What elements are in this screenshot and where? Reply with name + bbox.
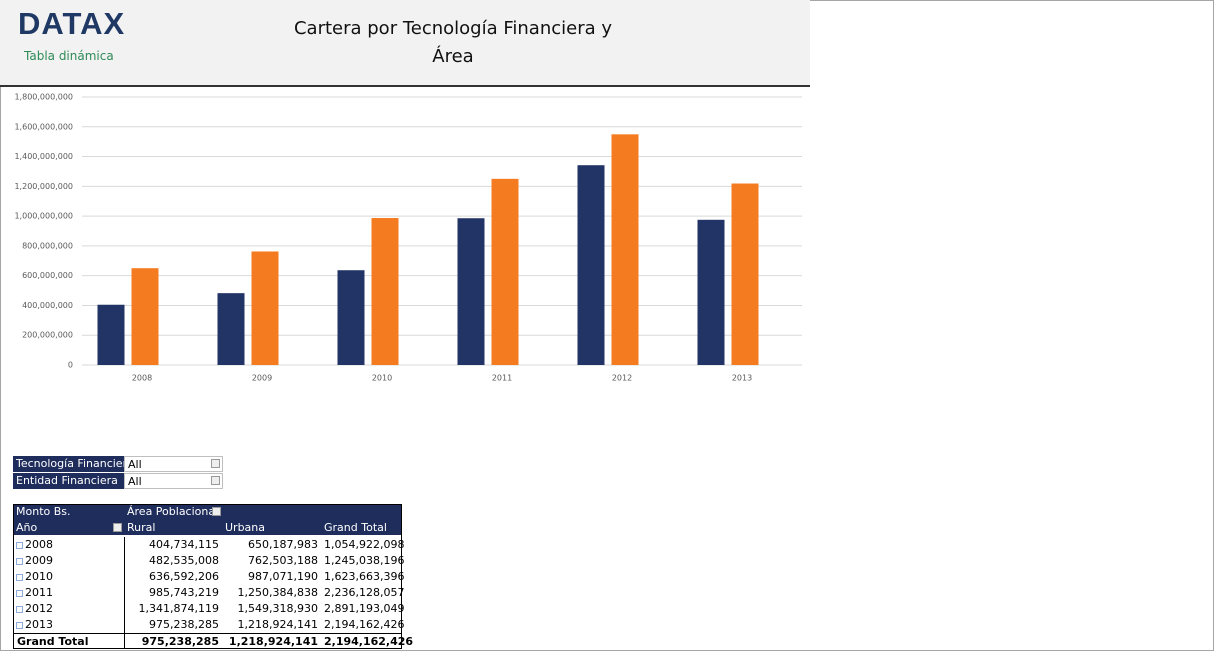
pivot-value: 975,238,285 bbox=[149, 618, 219, 631]
pivot-value: 987,071,190 bbox=[248, 570, 318, 583]
pivot-value: 762,503,188 bbox=[248, 554, 318, 567]
pivot-row-label: 2011 bbox=[13, 585, 124, 601]
pivot-value: 2,236,128,057 bbox=[324, 586, 405, 599]
pivot-total: 975,238,285 bbox=[124, 633, 222, 649]
table-border bbox=[124, 537, 125, 649]
bar bbox=[611, 134, 639, 365]
bar bbox=[697, 219, 725, 365]
pivot-row-label: 2010 bbox=[13, 569, 124, 585]
pivot-column-header: Rural bbox=[124, 520, 222, 536]
bar bbox=[731, 183, 759, 365]
y-tick-label: 400,000,000 bbox=[22, 301, 73, 310]
pivot-row-label: 2012 bbox=[13, 601, 124, 617]
filter-value: All bbox=[124, 473, 223, 489]
pivot-value: 404,734,115 bbox=[149, 538, 219, 551]
pivot-value: 1,549,318,930 bbox=[237, 602, 318, 615]
pivot-row-label: 2009 bbox=[13, 553, 124, 569]
pivot-total: 2,194,162,426 bbox=[321, 633, 413, 649]
y-tick-label: 1,200,000,000 bbox=[14, 182, 73, 191]
bar bbox=[131, 268, 159, 365]
y-tick-label: 1,600,000,000 bbox=[14, 122, 73, 131]
pivot-total: 1,218,924,141 bbox=[222, 633, 321, 649]
pivot-row-label: 2008 bbox=[13, 537, 124, 553]
y-tick-label: 800,000,000 bbox=[22, 241, 73, 250]
pivot-value: 1,054,922,098 bbox=[324, 538, 405, 551]
bar bbox=[97, 304, 125, 365]
bar bbox=[217, 293, 245, 365]
pivot-value: 1,250,384,838 bbox=[237, 586, 318, 599]
y-tick-label: 1,000,000,000 bbox=[14, 212, 73, 221]
filter-label: Entidad Financiera bbox=[13, 473, 124, 489]
pivot-column-header: Urbana bbox=[222, 520, 321, 536]
row-filter[interactable] bbox=[113, 523, 122, 532]
bar bbox=[491, 178, 519, 365]
pivot-value: 1,341,874,119 bbox=[138, 602, 219, 615]
subtitle: Tabla dinámica bbox=[24, 49, 114, 63]
bar bbox=[251, 251, 279, 365]
logo: DATAX bbox=[18, 6, 126, 41]
pivot-row-label: 2013 bbox=[13, 617, 124, 633]
expand-icon[interactable] bbox=[16, 558, 23, 565]
pivot-value: 1,245,038,196 bbox=[324, 554, 405, 567]
expand-icon[interactable] bbox=[16, 606, 23, 613]
pivot-column-field: Área Poblacional bbox=[124, 504, 402, 520]
y-tick-label: 600,000,000 bbox=[22, 271, 73, 280]
y-tick-label: 1,800,000,000 bbox=[14, 93, 73, 102]
x-tick-label: 2010 bbox=[372, 374, 392, 383]
filter-dropdown[interactable] bbox=[211, 476, 220, 485]
filter-label: Tecnología Financiera bbox=[13, 456, 134, 472]
column-filter[interactable] bbox=[212, 507, 221, 516]
pivot-value: 985,743,219 bbox=[149, 586, 219, 599]
pivot-value: 482,535,008 bbox=[149, 554, 219, 567]
pivot-value: 1,623,663,396 bbox=[324, 570, 405, 583]
pivot-corner: Monto Bs. bbox=[13, 504, 124, 520]
table-border bbox=[13, 504, 402, 505]
filter-value: All bbox=[124, 456, 223, 472]
bar bbox=[371, 218, 399, 365]
table-border bbox=[13, 504, 14, 537]
expand-icon[interactable] bbox=[16, 574, 23, 581]
y-tick-label: 1,400,000,000 bbox=[14, 152, 73, 161]
expand-icon[interactable] bbox=[16, 590, 23, 597]
pivot-value: 2,891,193,049 bbox=[324, 602, 405, 615]
pivot-row-field: Año bbox=[13, 520, 124, 536]
y-tick-label: 0 bbox=[68, 361, 73, 370]
chart: 0 200,000,000 400,000,000 600,000,000 800,00… bbox=[14, 93, 802, 383]
x-tick-label: 2009 bbox=[252, 374, 272, 383]
pivot-value: 636,592,206 bbox=[149, 570, 219, 583]
pivot-value: 2,194,162,426 bbox=[324, 618, 405, 631]
expand-icon[interactable] bbox=[16, 622, 23, 629]
expand-icon[interactable] bbox=[16, 542, 23, 549]
table-border bbox=[401, 504, 402, 649]
x-tick-label: 2011 bbox=[492, 374, 512, 383]
pivot-value: 1,218,924,141 bbox=[237, 618, 318, 631]
pivot-value: 650,187,983 bbox=[248, 538, 318, 551]
bar bbox=[577, 165, 605, 365]
x-tick-label: 2008 bbox=[132, 374, 152, 383]
pivot-column-header: Grand Total bbox=[321, 520, 402, 536]
header: DATAX Tabla dinámica Cartera por Tecnolo… bbox=[0, 0, 810, 87]
filter-dropdown[interactable] bbox=[211, 459, 220, 468]
pivot-total-label: Grand Total bbox=[13, 633, 124, 649]
x-tick-label: 2013 bbox=[732, 374, 752, 383]
bar bbox=[457, 218, 485, 365]
y-tick-label: 200,000,000 bbox=[22, 331, 73, 340]
bar bbox=[337, 270, 365, 365]
title: Cartera por Tecnología Financiera y Área bbox=[293, 18, 613, 67]
x-tick-label: 2012 bbox=[612, 374, 632, 383]
